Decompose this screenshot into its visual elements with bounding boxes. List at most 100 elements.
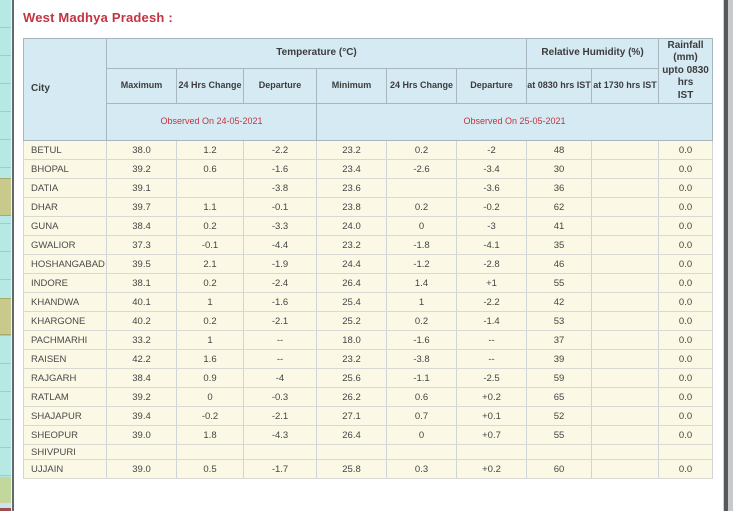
cell-max: 39.7: [106, 197, 177, 217]
cell-city: SHAJAPUR: [23, 406, 107, 426]
cell-city: UJJAIN: [23, 459, 107, 479]
cell-max_change: 1: [176, 292, 244, 312]
cell-min_change: 0.3: [386, 459, 457, 479]
cell-min_dep: -2.2: [455, 292, 528, 312]
cell-rh_1730: [591, 178, 660, 198]
cell-min: 24.4: [316, 254, 387, 274]
cell-rh_0830: 55: [526, 273, 593, 293]
header-min-departure: Departure: [455, 68, 528, 104]
cell-min_change: 0.6: [386, 387, 457, 407]
cell-min: 23.2: [316, 349, 387, 369]
cell-max_change: 1.6: [176, 349, 244, 369]
cell-max_dep: -1.6: [243, 292, 317, 312]
header-rainfall-line: Rainfall (mm): [667, 39, 704, 64]
cell-max_change: [176, 178, 244, 198]
left-edge-segment: [0, 178, 11, 216]
cell-rh_0830: 35: [526, 235, 593, 255]
cell-city: SHIVPURI: [23, 444, 107, 460]
header-max-departure: Departure: [243, 68, 317, 104]
cell-rain: 0.0: [658, 406, 714, 426]
cell-rh_0830: 52: [526, 406, 593, 426]
cell-rh_1730: [591, 368, 660, 388]
cell-rain: 0.0: [658, 387, 714, 407]
cell-min_dep: +0.1: [455, 406, 528, 426]
cell-rh_0830: 60: [526, 459, 593, 479]
page-title: West Madhya Pradesh :: [23, 10, 173, 25]
cell-rh_1730: [591, 273, 660, 293]
table-row: KHANDWA 40.1 1 -1.6 25.4 1 -2.2 42 0.0: [23, 292, 714, 312]
table-row: DATIA 39.1 -3.8 23.6 -3.6 36 0.0: [23, 178, 714, 198]
cell-min_dep: -1.4: [455, 311, 528, 331]
cell-rh_1730: [591, 216, 660, 236]
cell-min_change: [386, 178, 457, 198]
cell-max_change: 0.2: [176, 311, 244, 331]
cell-rh_1730: [591, 425, 660, 445]
cell-rh_0830: 39: [526, 349, 593, 369]
right-edge-gutter: [728, 0, 733, 511]
cell-max_change: 1.1: [176, 197, 244, 217]
cell-city: DATIA: [23, 178, 107, 198]
cell-rain: 0.0: [658, 330, 714, 350]
cell-max_dep: -2.1: [243, 406, 317, 426]
cell-min_dep: +0.2: [455, 459, 528, 479]
cell-max: 38.0: [106, 140, 177, 160]
cell-min: 23.6: [316, 178, 387, 198]
cell-rain: 0.0: [658, 368, 714, 388]
table-row: KHARGONE 40.2 0.2 -2.1 25.2 0.2 -1.4 53 0.0: [23, 311, 714, 331]
cell-city: BHOPAL: [23, 159, 107, 179]
header-rh-0830: at 0830 hrs IST: [526, 68, 593, 104]
header-row-subcolumns: Maximum 24 Hrs Change Departure Minimum …: [24, 68, 713, 104]
cell-min_change: [386, 444, 457, 460]
cell-min_change: -1.2: [386, 254, 457, 274]
cell-rh_1730: [591, 406, 660, 426]
cell-rh_1730: [591, 292, 660, 312]
cell-min_change: 0: [386, 216, 457, 236]
header-max-24hrs-change: 24 Hrs Change: [176, 68, 244, 104]
cell-rh_1730: [591, 235, 660, 255]
left-edge-segment: [0, 508, 11, 511]
cell-min_change: 0.2: [386, 311, 457, 331]
cell-min: 24.0: [316, 216, 387, 236]
cell-city: GUNA: [23, 216, 107, 236]
cell-city: SHEOPUR: [23, 425, 107, 445]
cell-max_dep: -0.3: [243, 387, 317, 407]
cell-max_change: 0.2: [176, 273, 244, 293]
table-row: SHEOPUR 39.0 1.8 -4.3 26.4 0 +0.7 55 0.0: [23, 425, 714, 445]
content-area: West Madhya Pradesh : City Temperature (…: [14, 0, 723, 511]
cell-max_dep: -4: [243, 368, 317, 388]
cell-max: 40.2: [106, 311, 177, 331]
cell-min: 25.8: [316, 459, 387, 479]
cell-max: 40.1: [106, 292, 177, 312]
left-edge-segment: [0, 477, 11, 503]
cell-city: GWALIOR: [23, 235, 107, 255]
cell-rain: 0.0: [658, 235, 714, 255]
cell-min_dep: -3: [455, 216, 528, 236]
cell-max_dep: -3.8: [243, 178, 317, 198]
cell-max_change: 0.6: [176, 159, 244, 179]
cell-max_dep: -1.9: [243, 254, 317, 274]
cell-min_change: -1.1: [386, 368, 457, 388]
cell-rain: 0.0: [658, 349, 714, 369]
cell-max_change: 1.2: [176, 140, 244, 160]
cell-rh_0830: 30: [526, 159, 593, 179]
cell-min: 27.1: [316, 406, 387, 426]
table-row: SHAJAPUR 39.4 -0.2 -2.1 27.1 0.7 +0.1 52 0.0: [23, 406, 714, 426]
cell-city: KHANDWA: [23, 292, 107, 312]
cell-min: 25.2: [316, 311, 387, 331]
table-row: GUNA 38.4 0.2 -3.3 24.0 0 -3 41 0.0: [23, 216, 714, 236]
cell-max_change: 0.2: [176, 216, 244, 236]
left-divider-line: [11, 0, 14, 511]
cell-rain: 0.0: [658, 254, 714, 274]
cell-city: BETUL: [23, 140, 107, 160]
cell-min_change: -3.8: [386, 349, 457, 369]
cell-min_change: 1.4: [386, 273, 457, 293]
table-row: HOSHANGABAD 39.5 2.1 -1.9 24.4 -1.2 -2.8 46 0.0: [23, 254, 714, 274]
left-edge-pattern: [0, 0, 11, 511]
cell-max: 42.2: [106, 349, 177, 369]
cell-rh_0830: 41: [526, 216, 593, 236]
cell-rain: [658, 444, 714, 460]
cell-rh_0830: 65: [526, 387, 593, 407]
header-maximum: Maximum: [106, 68, 177, 104]
cell-max: 39.4: [106, 406, 177, 426]
cell-max_dep: -0.1: [243, 197, 317, 217]
